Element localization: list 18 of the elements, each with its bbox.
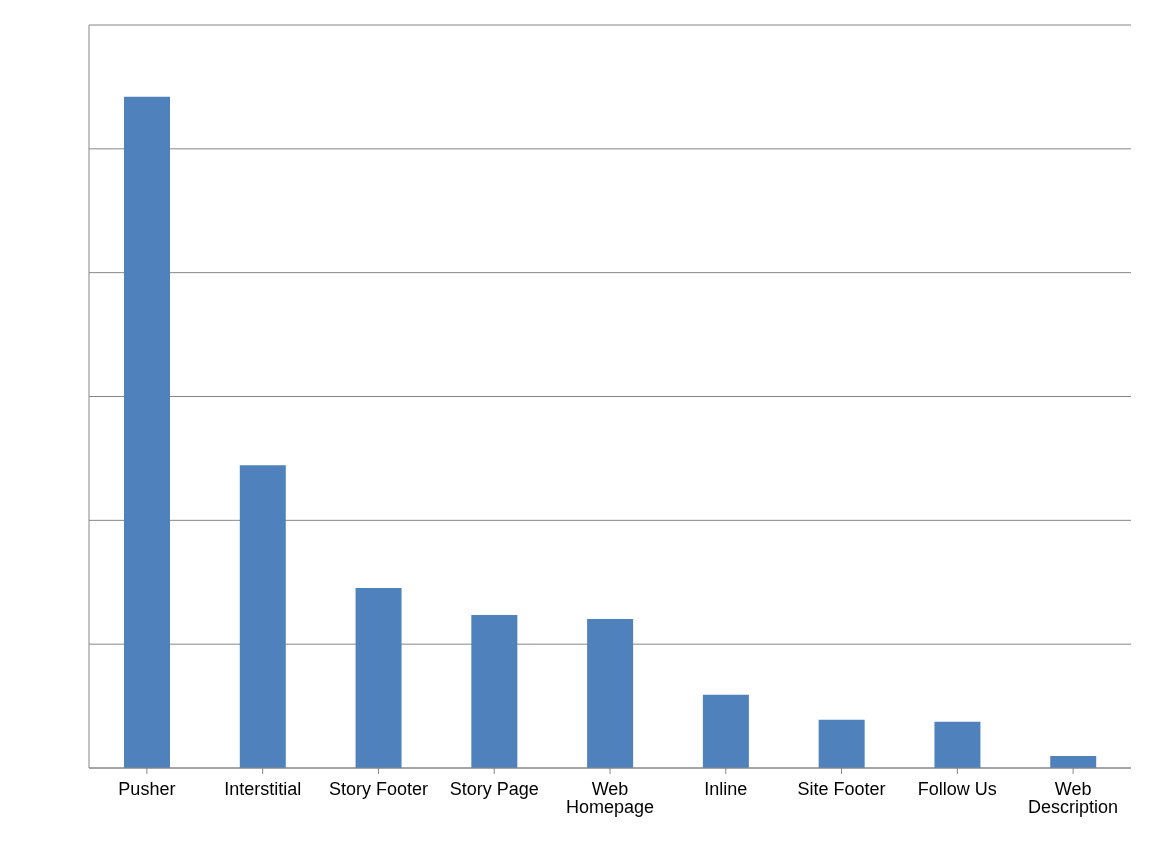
bar: [934, 721, 981, 768]
x-tick-label: Story Page: [449, 778, 539, 799]
bar: [1050, 755, 1097, 768]
x-tick-label: Story Footer: [328, 778, 428, 799]
bar: [471, 614, 518, 768]
bar: [818, 719, 865, 768]
x-tick-label: Site Footer: [797, 778, 886, 799]
bar: [702, 694, 749, 768]
x-tick-label: Web Description: [1028, 778, 1119, 817]
x-tick-label: Inline: [704, 778, 748, 799]
x-tick-label: Follow Us: [917, 778, 997, 799]
bar: [239, 465, 286, 768]
bar: [124, 96, 170, 768]
x-tick-label: Web Homepage: [565, 778, 655, 817]
x-tick-label: Interstitial: [224, 778, 302, 799]
x-tick-label: Pusher: [118, 778, 176, 799]
bar: [587, 619, 634, 768]
bar: [355, 588, 402, 768]
